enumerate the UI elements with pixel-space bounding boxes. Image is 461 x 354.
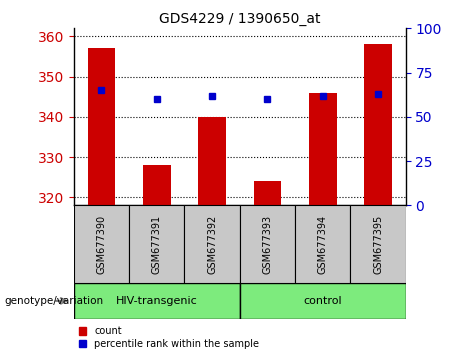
Text: HIV-transgenic: HIV-transgenic	[116, 296, 198, 306]
Bar	[240, 205, 295, 283]
Text: GSM677393: GSM677393	[262, 215, 272, 274]
Bar	[240, 283, 406, 319]
Text: GSM677395: GSM677395	[373, 215, 383, 274]
Bar	[143, 165, 171, 205]
Text: GSM677392: GSM677392	[207, 215, 217, 274]
Bar	[198, 117, 226, 205]
Bar	[184, 205, 240, 283]
Bar	[350, 205, 406, 283]
Title: GDS4229 / 1390650_at: GDS4229 / 1390650_at	[159, 12, 320, 26]
Text: GSM677390: GSM677390	[96, 215, 106, 274]
Text: genotype/variation: genotype/variation	[5, 296, 104, 306]
Bar	[74, 283, 240, 319]
Bar	[295, 205, 350, 283]
Bar	[364, 44, 392, 205]
Text: GSM677391: GSM677391	[152, 215, 162, 274]
Bar	[74, 205, 129, 283]
Text: GSM677394: GSM677394	[318, 215, 328, 274]
Text: control: control	[303, 296, 342, 306]
Bar	[254, 181, 281, 205]
Legend: count, percentile rank within the sample: count, percentile rank within the sample	[79, 326, 259, 349]
Bar	[88, 48, 115, 205]
Bar	[129, 205, 184, 283]
Bar	[309, 93, 337, 205]
